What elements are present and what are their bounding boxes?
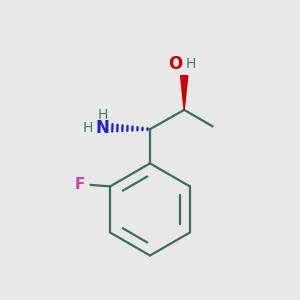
Text: O: O [168,55,183,73]
Text: H: H [186,57,196,71]
Text: H: H [82,121,93,135]
Polygon shape [181,76,188,110]
Text: N: N [95,119,110,137]
Text: H: H [97,108,108,122]
Text: F: F [75,177,86,192]
